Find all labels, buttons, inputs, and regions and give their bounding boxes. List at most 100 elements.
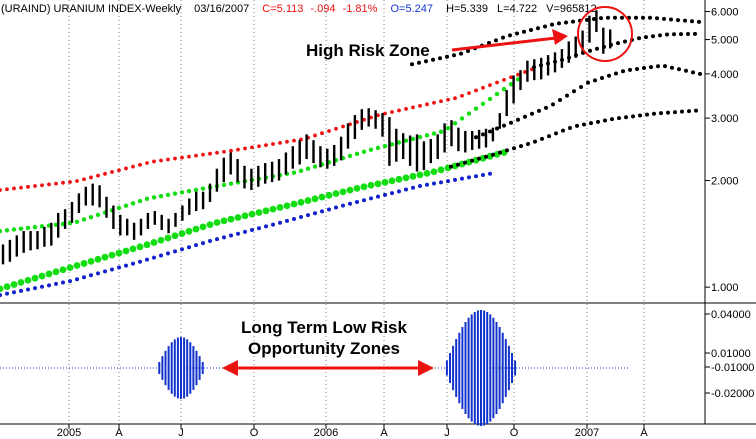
band-dot bbox=[691, 70, 695, 75]
band-dot bbox=[159, 253, 163, 258]
band-dot bbox=[666, 110, 670, 115]
band-dot bbox=[0, 285, 4, 293]
band-dot bbox=[550, 22, 554, 27]
band-dot bbox=[11, 227, 17, 232]
band-dot bbox=[73, 262, 81, 269]
time-tick-label: J bbox=[178, 427, 184, 439]
band-dot bbox=[229, 233, 233, 238]
band-dot bbox=[311, 195, 319, 203]
band-dot bbox=[655, 16, 659, 21]
band-dot bbox=[445, 54, 449, 59]
band-dot bbox=[241, 212, 249, 220]
band-dot bbox=[624, 115, 628, 120]
band-dot bbox=[423, 169, 431, 177]
band-dot bbox=[152, 255, 156, 260]
band-dot bbox=[236, 147, 240, 152]
band-dot bbox=[376, 194, 380, 199]
band-dot bbox=[103, 171, 107, 176]
band-dot bbox=[487, 96, 493, 102]
band-dot bbox=[222, 235, 226, 240]
band-dot bbox=[250, 145, 254, 150]
band-dot bbox=[610, 117, 614, 122]
band-dot bbox=[68, 180, 72, 184]
band-dot bbox=[47, 182, 51, 187]
band-dot bbox=[122, 247, 130, 255]
band-dot bbox=[543, 24, 547, 29]
band-dot bbox=[31, 274, 39, 282]
band-dot bbox=[663, 64, 667, 69]
high-risk-arrow-head bbox=[552, 29, 568, 45]
band-dot bbox=[334, 126, 338, 131]
band-dot bbox=[502, 77, 506, 82]
band-dot bbox=[637, 36, 641, 41]
band-dot bbox=[0, 293, 2, 298]
band-dot bbox=[108, 251, 116, 259]
band-dot bbox=[354, 151, 360, 157]
band-dot bbox=[221, 182, 227, 188]
band-dot bbox=[662, 16, 666, 21]
band-dot bbox=[431, 57, 435, 62]
band-dot bbox=[424, 59, 428, 64]
band-dot bbox=[453, 96, 457, 101]
band-dot bbox=[641, 15, 645, 20]
band-dot bbox=[346, 186, 354, 194]
band-dot bbox=[474, 174, 478, 179]
band-dot bbox=[327, 129, 331, 133]
band-dot bbox=[687, 109, 691, 114]
band-dot bbox=[180, 155, 184, 160]
band-dot bbox=[201, 152, 205, 157]
band-dot bbox=[477, 156, 481, 161]
band-dot bbox=[124, 166, 128, 171]
band-dot bbox=[452, 53, 456, 58]
band-dot bbox=[173, 249, 177, 254]
band-dot bbox=[603, 118, 607, 123]
band-dot bbox=[144, 196, 150, 201]
band-dot bbox=[75, 179, 79, 183]
band-dot bbox=[318, 193, 326, 201]
band-dot bbox=[585, 17, 589, 22]
band-dot bbox=[628, 67, 632, 72]
band-dot bbox=[432, 100, 436, 105]
band-dot bbox=[305, 166, 311, 171]
band-dot bbox=[248, 210, 256, 218]
band-dot bbox=[652, 111, 656, 116]
band-dot bbox=[313, 211, 317, 216]
band-dot bbox=[341, 124, 345, 129]
band-dot bbox=[45, 270, 53, 278]
band-dot bbox=[565, 93, 569, 98]
band-dot bbox=[116, 205, 122, 211]
band-dot bbox=[509, 75, 513, 80]
band-dot bbox=[631, 114, 635, 119]
band-dot bbox=[271, 142, 275, 146]
band-dot bbox=[466, 111, 472, 116]
band-dot bbox=[388, 177, 396, 185]
band-dot bbox=[445, 125, 451, 131]
band-dot bbox=[481, 85, 485, 90]
band-dot bbox=[516, 72, 520, 77]
band-dot bbox=[438, 129, 444, 134]
band-dot bbox=[362, 117, 366, 122]
band-dot bbox=[152, 159, 156, 164]
band-dot bbox=[82, 177, 86, 182]
band-dot bbox=[369, 196, 373, 201]
band-dot bbox=[213, 219, 221, 226]
band-dot bbox=[595, 46, 599, 51]
band-dot bbox=[368, 147, 374, 152]
band-dot bbox=[397, 108, 401, 113]
band-dot bbox=[283, 202, 291, 210]
band-dot bbox=[341, 203, 345, 208]
band-dot bbox=[425, 182, 429, 187]
band-dot bbox=[257, 144, 261, 149]
band-dot bbox=[473, 106, 479, 111]
band-dot bbox=[680, 109, 684, 114]
band-dot bbox=[89, 273, 93, 278]
band-dot bbox=[101, 253, 109, 261]
band-dot bbox=[547, 134, 551, 139]
band-dot bbox=[24, 276, 32, 284]
band-dot bbox=[38, 272, 46, 280]
band-dot bbox=[227, 215, 235, 223]
band-dot bbox=[381, 178, 389, 186]
band-dot bbox=[19, 185, 23, 190]
band-dot bbox=[89, 175, 93, 180]
band-dot bbox=[634, 15, 638, 20]
